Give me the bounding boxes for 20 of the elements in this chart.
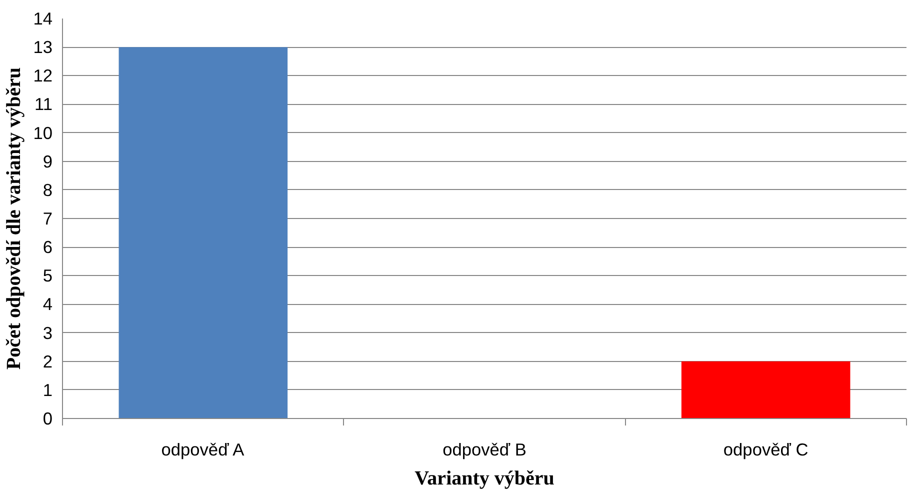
x-tick-label: odpověď A [161,440,245,460]
y-tick-label: 12 [33,66,53,86]
y-tick-label: 10 [33,122,53,143]
y-tick-label: 2 [42,351,53,372]
y-tick-label: 0 [42,408,53,428]
y-tick-label: 13 [33,37,53,58]
y-tick-label: 5 [42,266,53,286]
y-tick-label: 8 [42,180,53,200]
y-tick-label: 11 [34,94,53,114]
y-tick-label: 7 [42,208,53,228]
y-tick-label: 3 [42,322,53,343]
x-axis-title: Varianty výběru [414,468,554,490]
y-tick-label: 1 [42,380,53,400]
y-tick-label: 6 [42,237,53,258]
y-tick-label: 9 [42,151,53,172]
y-tick-label: 14 [33,8,53,28]
y-axis-title: Počet odpovědí dle varianty výběru [3,67,26,370]
x-tick-label: odpověď C [723,440,808,460]
y-tick-label: 4 [42,294,53,314]
x-tick-label: odpověď B [442,440,526,460]
